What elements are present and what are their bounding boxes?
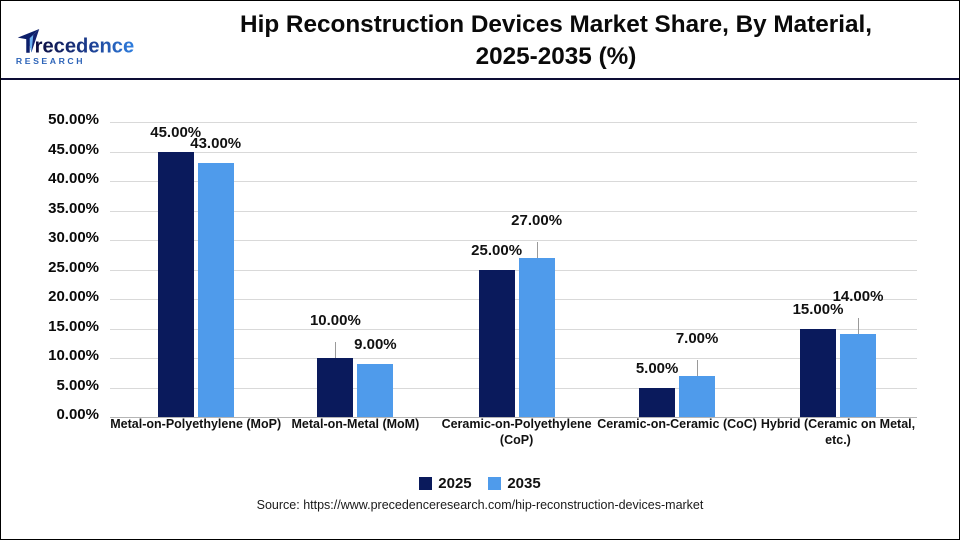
svg-text:recedence: recedence xyxy=(35,35,134,57)
svg-text:RESEARCH: RESEARCH xyxy=(16,56,85,66)
